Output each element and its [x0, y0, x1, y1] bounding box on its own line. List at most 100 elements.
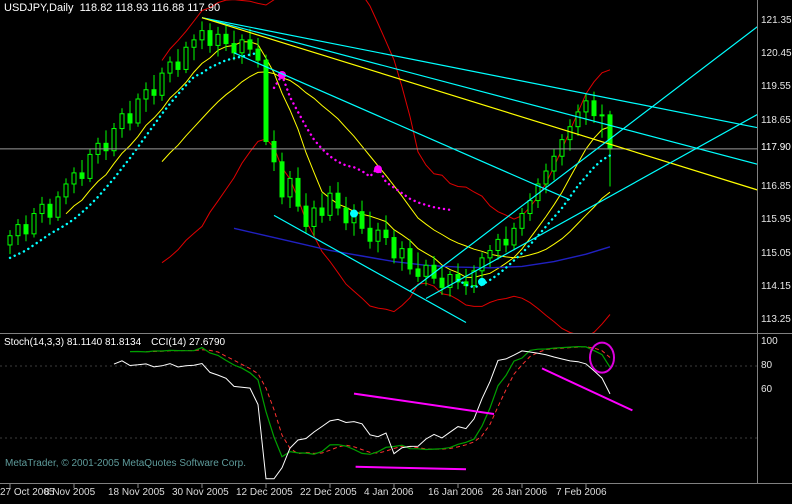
candle-body: [279, 161, 285, 198]
candle-body: [311, 207, 317, 227]
candle-body: [487, 249, 493, 259]
large-magenta-ball: [374, 165, 382, 174]
candle-body: [79, 172, 85, 179]
trendline[interactable]: [409, 23, 762, 292]
candle-body: [591, 100, 597, 117]
stoch-indicator-label: Stoch(14,3,3) 81.1140 81.8134: [4, 337, 142, 348]
ma-slow-yellow: [161, 71, 611, 259]
indicator-window-label: Stoch(14,3,3) 81.1140 81.8134 CCI(14) 27.…: [4, 337, 235, 348]
candle-body: [367, 227, 373, 242]
candles: [7, 21, 613, 297]
stoch-main-line: [129, 345, 611, 458]
candle-body: [223, 33, 229, 45]
candle-body: [303, 205, 309, 227]
metatrader-watermark: MetaTrader, © 2001-2005 MetaQuotes Softw…: [5, 458, 247, 469]
candle-body: [167, 61, 173, 74]
trendline[interactable]: [233, 52, 571, 201]
price-axis-label: 119.55: [761, 81, 791, 93]
candle-body: [359, 211, 365, 229]
candle-body: [511, 227, 517, 246]
candle-body: [551, 155, 557, 172]
indicator-trendline[interactable]: [541, 367, 633, 412]
candle-body: [231, 43, 237, 54]
candle-body: [375, 229, 381, 242]
candle-body: [151, 89, 157, 96]
candle-body: [439, 277, 445, 288]
indicator-pane: [0, 345, 757, 480]
trendline[interactable]: [201, 17, 762, 129]
time-axis-label: 27 Oct 2005: [0, 487, 55, 498]
candle-body: [207, 30, 213, 46]
bollinger-upper-band: [161, 0, 611, 220]
candle-body: [423, 264, 429, 277]
candle-body: [559, 139, 565, 157]
cci-indicator-label: CCI(14) 27.6790: [151, 337, 226, 348]
cyan-dotted-series: [8, 51, 260, 260]
time-axis-label: 8 Nov 2005: [44, 487, 96, 498]
large-cyan-ball: [478, 277, 486, 286]
candle-body: [567, 126, 573, 141]
candle-body: [31, 213, 37, 235]
trendline[interactable]: [273, 214, 467, 324]
candle-body: [583, 100, 589, 113]
indicator-axis-label: 100: [761, 335, 778, 347]
time-axis-label: 4 Jan 2006: [364, 487, 414, 498]
candle-body: [87, 153, 93, 179]
candle-body: [399, 248, 405, 259]
candle-body: [63, 183, 69, 198]
candle-body: [119, 113, 125, 130]
candle-body: [519, 213, 525, 229]
candle-body: [391, 237, 397, 259]
candle-body: [495, 238, 501, 251]
indicator-axis[interactable]: 100 80 60: [758, 335, 792, 483]
price-axis-label: 115.05: [761, 247, 791, 259]
candle-body: [455, 273, 461, 283]
candle-body: [55, 196, 61, 218]
candle-body: [247, 39, 253, 50]
indicator-annotations[interactable]: [353, 341, 633, 471]
current-price-label: 117.90: [761, 142, 791, 154]
candle-body: [159, 72, 165, 96]
magenta-dotted-series: [272, 72, 452, 211]
price-axis-label: 116.85: [761, 181, 791, 193]
candle-body: [327, 192, 333, 216]
time-axis-label: 16 Jan 2006: [428, 487, 484, 498]
candle-body: [295, 177, 301, 207]
cci-line: [113, 350, 611, 480]
trendline[interactable]: [201, 17, 762, 192]
candle-body: [575, 111, 581, 128]
candle-body: [527, 200, 533, 215]
price-axis-label: 118.65: [761, 114, 791, 126]
bollinger-lower-band: [161, 138, 611, 333]
candle-body: [23, 224, 29, 235]
indicator-trendline[interactable]: [355, 465, 467, 471]
candle-body: [103, 142, 109, 152]
price-axis[interactable]: 121.35 120.45 119.55 118.65 116.85 115.95 115.…: [758, 0, 792, 333]
sar-dots: [8, 51, 612, 289]
time-axis[interactable]: 27 Oct 2005 8 Nov 2005 18 Nov 2005 30 Nov 2…: [0, 484, 792, 504]
candle-body: [335, 192, 341, 209]
candle-body: [191, 39, 197, 48]
bollinger-bands: [161, 0, 611, 333]
time-axis-label: 7 Feb 2006: [556, 487, 607, 498]
ellipse-annotation[interactable]: [589, 341, 615, 374]
candle-body: [127, 113, 133, 124]
candle-body: [199, 30, 205, 41]
candle-body: [503, 238, 509, 246]
candle-body: [271, 140, 277, 163]
candle-body: [175, 61, 181, 70]
candle-body: [407, 248, 413, 270]
trendline[interactable]: [425, 112, 762, 300]
stoch-signal-line: [145, 346, 611, 455]
candle-body: [47, 203, 53, 218]
price-axis-label: 121.35: [761, 14, 792, 26]
candle-body: [263, 59, 269, 142]
candle-body: [319, 207, 325, 216]
trendline[interactable]: [201, 17, 762, 166]
candle-body: [471, 270, 477, 287]
candle-body: [135, 98, 141, 124]
indicator-trendline[interactable]: [353, 392, 495, 415]
trendline-objects[interactable]: [201, 17, 762, 324]
